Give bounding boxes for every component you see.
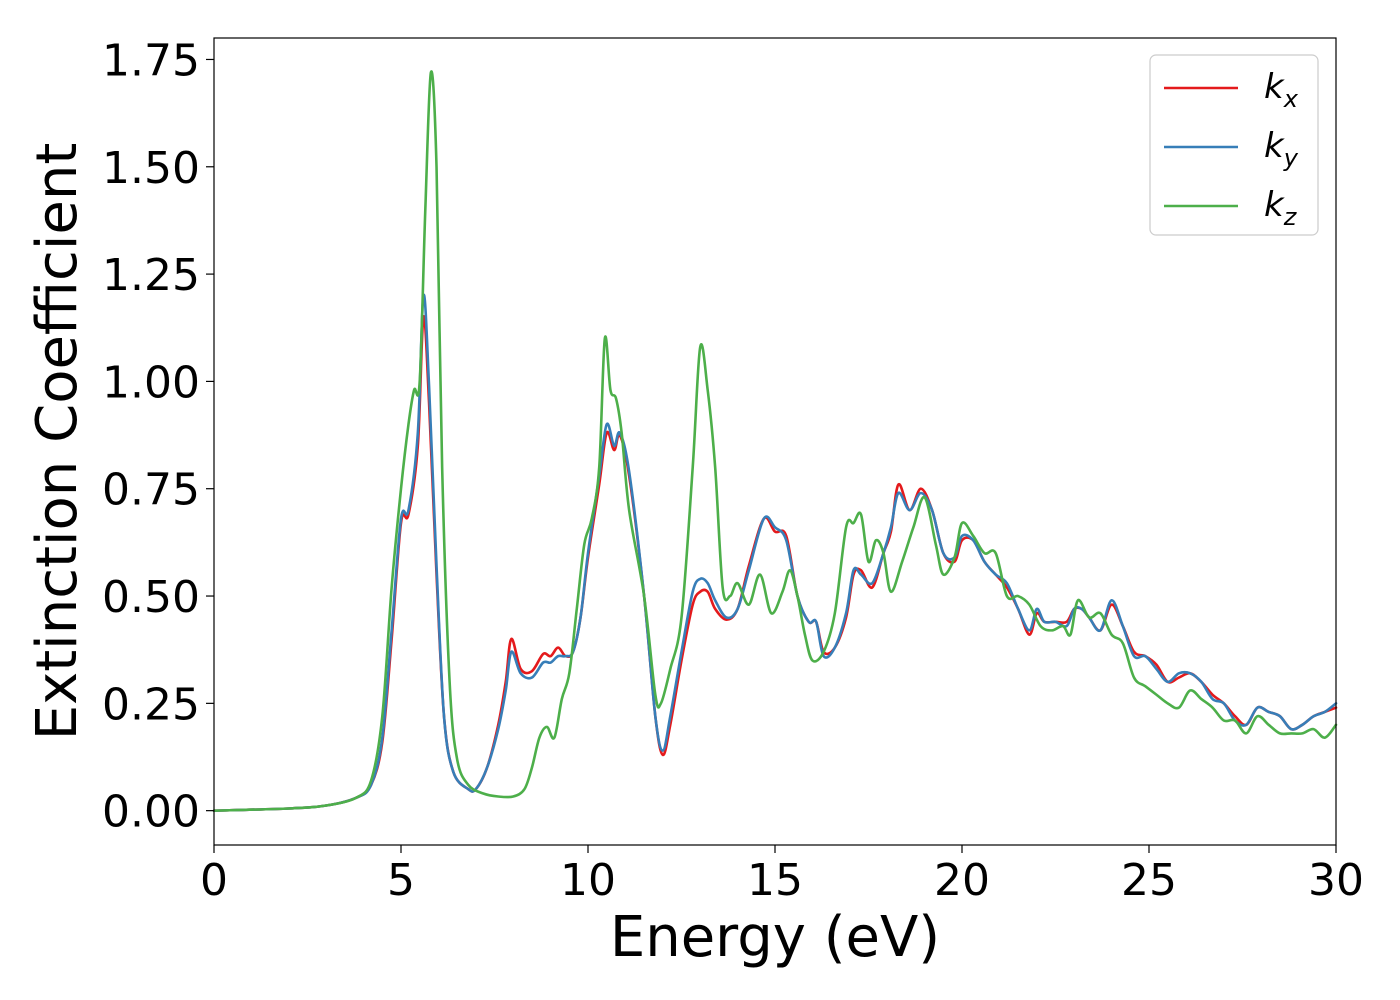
legend-label-subscript: z bbox=[1283, 203, 1298, 231]
y-tick-label: 0.50 bbox=[102, 572, 200, 623]
legend-label-subscript: y bbox=[1283, 144, 1299, 172]
x-tick-label: 10 bbox=[560, 855, 616, 906]
y-tick-label: 0.00 bbox=[102, 787, 200, 838]
series-line-kz bbox=[212, 70, 1338, 812]
series-layer bbox=[212, 70, 1338, 812]
legend-label-kx: kx bbox=[1264, 67, 1299, 113]
y-tick-label: 1.50 bbox=[102, 143, 200, 194]
x-tick-label: 15 bbox=[747, 855, 803, 906]
x-axis: 0 5 10 15 20 25 30 bbox=[200, 845, 1364, 906]
y-axis-title: Extinction Coefficient bbox=[25, 143, 90, 741]
legend-frame bbox=[1149, 54, 1319, 236]
x-axis-title: Energy (eV) bbox=[610, 905, 940, 970]
y-axis: 0.00 0.25 0.50 0.75 1.00 1.25 1.50 1.75 bbox=[102, 35, 214, 838]
x-tick-label: 30 bbox=[1308, 855, 1364, 906]
legend-label-main: k bbox=[1264, 185, 1285, 225]
series-line-ky bbox=[212, 293, 1338, 812]
legend-label-subscript: x bbox=[1283, 85, 1299, 113]
y-tick-label: 1.75 bbox=[102, 35, 200, 86]
x-tick-label: 0 bbox=[200, 855, 228, 906]
legend-label-main: k bbox=[1264, 67, 1285, 107]
legend-label-kz: kz bbox=[1264, 185, 1298, 231]
x-tick-label: 25 bbox=[1121, 855, 1177, 906]
y-tick-label: 0.75 bbox=[102, 465, 200, 516]
legend-label-main: k bbox=[1264, 126, 1285, 166]
y-tick-label: 1.00 bbox=[102, 357, 200, 408]
y-tick-label: 1.25 bbox=[102, 250, 200, 301]
x-tick-label: 20 bbox=[934, 855, 990, 906]
y-tick-label: 0.25 bbox=[102, 679, 200, 730]
x-tick-label: 5 bbox=[387, 855, 415, 906]
legend-label-ky: ky bbox=[1264, 126, 1299, 172]
